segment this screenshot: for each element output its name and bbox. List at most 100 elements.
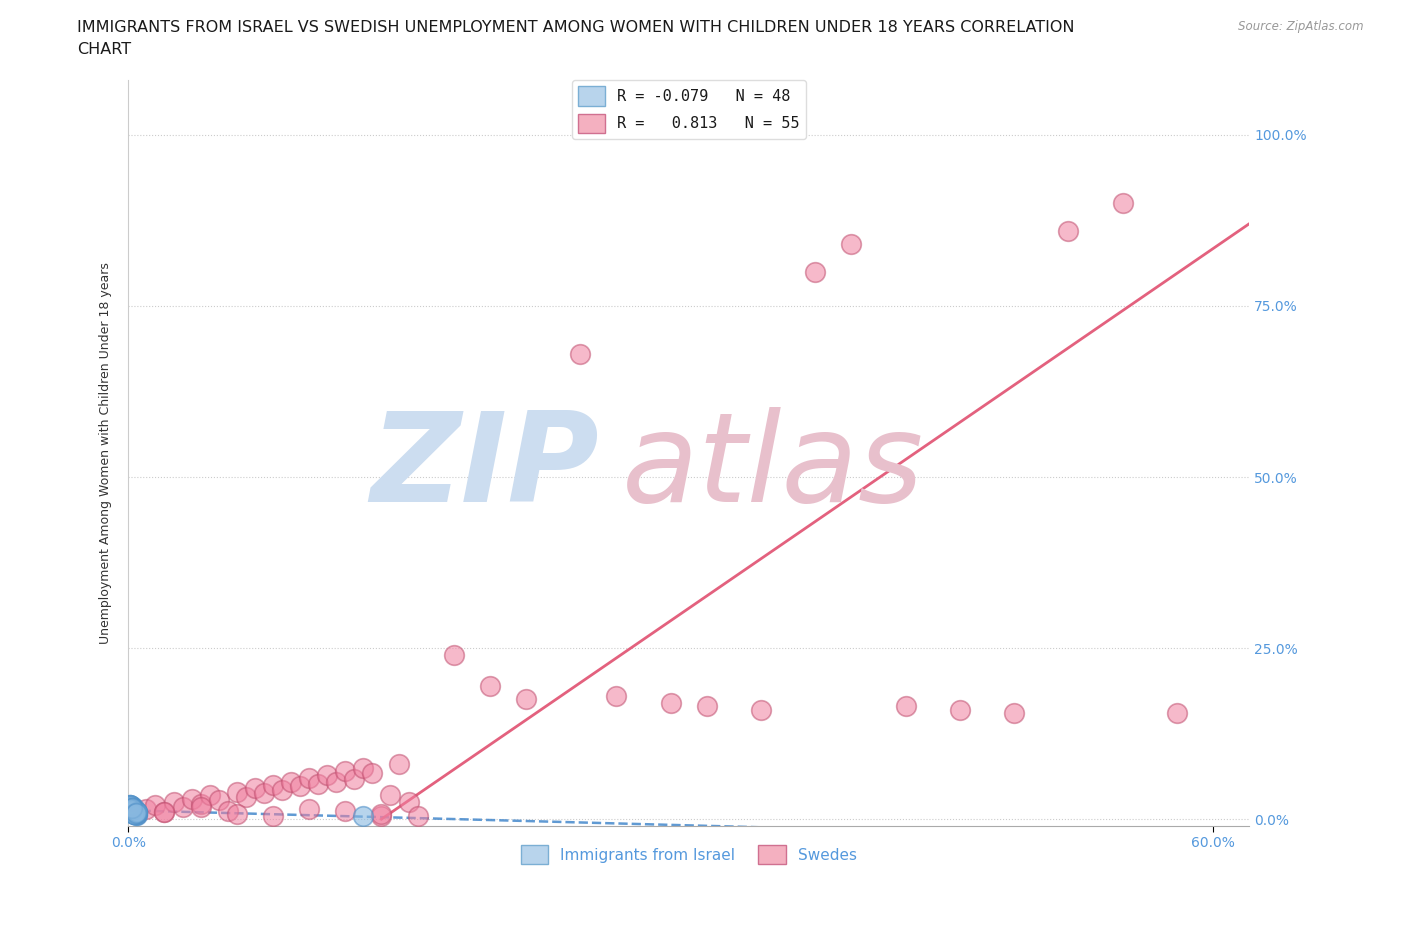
Point	[121, 800, 143, 815]
Point	[121, 803, 143, 817]
Point	[804, 264, 827, 279]
Y-axis label: Unemployment Among Women with Children Under 18 years: Unemployment Among Women with Children U…	[100, 262, 112, 644]
Point	[406, 808, 429, 823]
Point	[380, 788, 402, 803]
Point	[120, 800, 142, 815]
Point	[127, 807, 149, 822]
Point	[949, 702, 972, 717]
Point	[127, 804, 149, 819]
Point	[121, 800, 143, 815]
Point	[121, 802, 143, 817]
Point	[124, 807, 146, 822]
Point	[121, 800, 143, 815]
Point	[122, 804, 145, 819]
Point	[120, 803, 142, 817]
Point	[122, 806, 145, 821]
Point	[172, 800, 194, 815]
Point	[121, 800, 143, 815]
Point	[1111, 196, 1133, 211]
Point	[659, 696, 682, 711]
Text: CHART: CHART	[77, 42, 131, 57]
Point	[127, 807, 149, 822]
Text: Source: ZipAtlas.com: Source: ZipAtlas.com	[1239, 20, 1364, 33]
Point	[288, 779, 311, 794]
Point	[124, 804, 146, 818]
Point	[298, 802, 321, 817]
Point	[190, 797, 212, 812]
Point	[370, 806, 392, 821]
Point	[352, 761, 374, 776]
Point	[120, 798, 142, 813]
Point	[122, 807, 145, 822]
Point	[225, 806, 247, 821]
Point	[478, 678, 501, 693]
Point	[335, 804, 357, 818]
Point	[121, 799, 143, 814]
Point	[121, 801, 143, 816]
Point	[122, 804, 145, 819]
Point	[120, 804, 142, 819]
Point	[124, 807, 146, 822]
Point	[235, 790, 257, 804]
Point	[127, 806, 149, 821]
Legend: Immigrants from Israel, Swedes: Immigrants from Israel, Swedes	[515, 839, 863, 870]
Point	[180, 791, 202, 806]
Point	[1057, 223, 1080, 238]
Point	[443, 647, 465, 662]
Point	[190, 800, 212, 815]
Point	[124, 806, 146, 821]
Point	[127, 804, 149, 819]
Point	[370, 808, 392, 823]
Point	[120, 797, 142, 812]
Point	[124, 804, 146, 819]
Point	[361, 765, 384, 780]
Point	[217, 804, 239, 818]
Point	[122, 801, 145, 816]
Point	[153, 804, 176, 819]
Point	[120, 803, 142, 817]
Point	[121, 802, 143, 817]
Point	[225, 784, 247, 799]
Point	[122, 805, 145, 820]
Point	[135, 802, 157, 817]
Text: atlas: atlas	[621, 407, 924, 528]
Point	[335, 764, 357, 778]
Point	[398, 794, 420, 809]
Point	[262, 777, 284, 792]
Point	[120, 802, 142, 817]
Point	[515, 692, 537, 707]
Point	[243, 781, 266, 796]
Point	[253, 786, 276, 801]
Point	[569, 346, 592, 361]
Point	[325, 774, 347, 789]
Point	[352, 808, 374, 823]
Point	[605, 688, 627, 703]
Point	[894, 698, 917, 713]
Point	[343, 772, 366, 787]
Point	[280, 774, 302, 789]
Point	[153, 804, 176, 819]
Point	[122, 806, 145, 821]
Point	[120, 804, 142, 818]
Point	[120, 799, 142, 814]
Point	[121, 803, 143, 817]
Point	[124, 805, 146, 820]
Point	[120, 802, 142, 817]
Point	[262, 808, 284, 823]
Point	[696, 698, 718, 713]
Point	[162, 794, 184, 809]
Point	[145, 798, 167, 813]
Point	[120, 798, 142, 813]
Point	[127, 804, 149, 819]
Point	[1166, 706, 1188, 721]
Point	[208, 792, 231, 807]
Text: IMMIGRANTS FROM ISRAEL VS SWEDISH UNEMPLOYMENT AMONG WOMEN WITH CHILDREN UNDER 1: IMMIGRANTS FROM ISRAEL VS SWEDISH UNEMPL…	[77, 20, 1074, 35]
Point	[1002, 706, 1025, 721]
Point	[198, 788, 221, 803]
Point	[121, 805, 143, 820]
Point	[307, 777, 329, 791]
Point	[124, 804, 146, 819]
Point	[121, 801, 143, 816]
Point	[122, 805, 145, 820]
Point	[298, 771, 321, 786]
